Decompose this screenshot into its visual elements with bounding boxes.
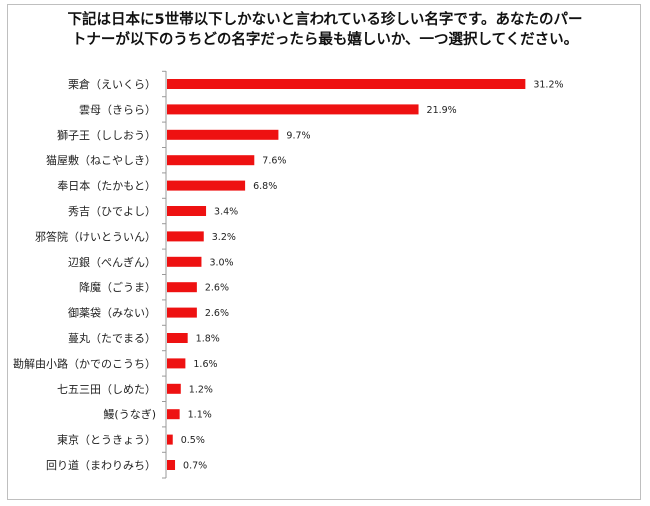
bar — [167, 282, 197, 293]
bar — [167, 333, 188, 343]
category-label: 獅子王（ししおう） — [57, 128, 156, 142]
data-label: 1.1% — [188, 410, 212, 421]
category-label: 蔓丸（たでまる） — [68, 331, 156, 345]
category-label: 雲母（きらら） — [79, 103, 156, 116]
data-label: 3.4% — [214, 207, 238, 218]
bar — [167, 460, 176, 470]
category-label: 猫屋敷（ねこやしき） — [46, 153, 156, 167]
category-label: 鰻(うなぎ) — [103, 407, 156, 421]
bar — [167, 231, 204, 242]
data-label: 1.6% — [193, 359, 217, 370]
category-label: 邪答院（けいとういん） — [35, 229, 156, 243]
data-label: 0.7% — [183, 461, 207, 472]
bar — [167, 409, 180, 420]
bar — [167, 180, 246, 191]
data-label: 9.7% — [286, 130, 310, 141]
category-label: 七五三田（しめた） — [57, 383, 156, 396]
data-label: 21.9% — [427, 105, 457, 116]
bar — [167, 104, 419, 115]
data-label: 7.6% — [262, 156, 286, 167]
bar — [167, 383, 181, 394]
data-label: 1.8% — [196, 334, 220, 345]
data-label: 1.2% — [189, 384, 213, 395]
data-label: 3.0% — [209, 257, 233, 268]
data-label: 0.5% — [181, 435, 205, 446]
chart-title: 下記は日本に5世帯以下しかないと言われている珍しい名字です。あなたのパー トナー… — [0, 10, 650, 50]
bar — [167, 79, 526, 89]
category-label: 栗倉（えいくら） — [68, 77, 156, 91]
data-label: 3.2% — [212, 232, 236, 243]
chart-title-line-2: トナーが以下のうちどの名字だったら最も嬉しいか、一つ選択してください。 — [71, 32, 579, 48]
bar — [167, 434, 173, 445]
data-label: 6.8% — [253, 181, 277, 192]
category-label: 秀吉（ひでよし） — [68, 205, 156, 218]
category-label: 辺銀（ぺんぎん） — [68, 255, 156, 269]
data-label: 2.6% — [205, 283, 229, 294]
bar — [167, 307, 197, 318]
category-label: 東京（とうきょう） — [57, 433, 156, 447]
category-label: 降魔（ごうま） — [79, 280, 156, 294]
data-label: 2.6% — [205, 308, 229, 319]
chart-title-line-1: 下記は日本に5世帯以下しかないと言われている珍しい名字です。あなたのパー — [67, 12, 583, 28]
bar — [167, 129, 279, 140]
category-label: 勘解由小路（かでのこうち） — [13, 356, 156, 370]
bar — [167, 155, 255, 166]
bar — [167, 358, 186, 369]
category-label: 御薬袋（みない） — [68, 306, 156, 320]
category-label: 回り道（まわりみち） — [46, 458, 156, 472]
category-label: 奉日本（たかもと） — [57, 179, 156, 193]
bar — [167, 206, 207, 216]
bar — [167, 256, 202, 267]
data-label: 31.2% — [533, 80, 563, 91]
